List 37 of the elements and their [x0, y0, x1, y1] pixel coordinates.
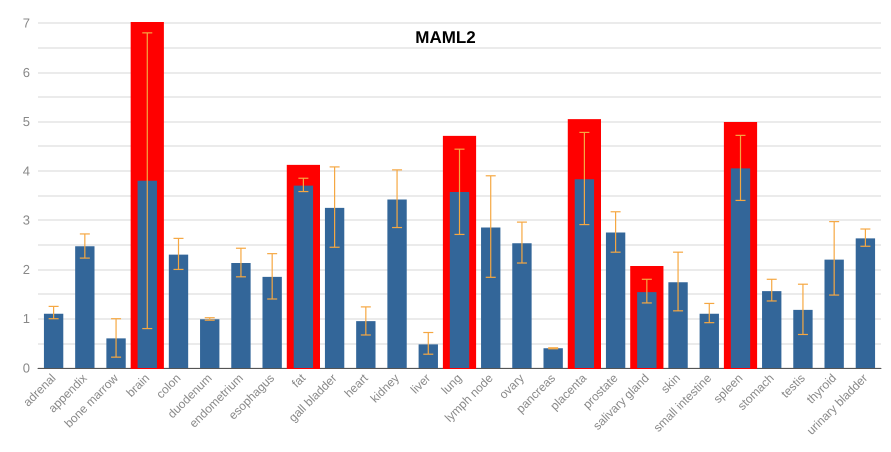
y-tick-label: 0 [22, 360, 30, 376]
y-tick-label: 6 [22, 64, 30, 80]
bar [262, 276, 282, 368]
bar [793, 310, 813, 368]
chart-title: MAML2 [415, 28, 476, 47]
bar [543, 348, 563, 368]
y-tick-label: 4 [22, 163, 30, 178]
bar [668, 282, 688, 368]
bar [44, 314, 64, 368]
bar [138, 180, 157, 368]
bar [824, 260, 844, 368]
bar [700, 314, 719, 368]
y-tick-label: 3 [22, 212, 30, 228]
y-tick-label: 5 [22, 114, 30, 130]
x-tick-label: liver [408, 371, 434, 396]
bar [574, 179, 594, 368]
bar [512, 243, 532, 368]
y-tick-label: 2 [22, 262, 30, 277]
bar [606, 232, 626, 368]
y-tick-label: 1 [22, 311, 30, 326]
bar [75, 246, 95, 368]
bar [637, 292, 657, 368]
bar [450, 192, 470, 368]
bar [387, 199, 407, 368]
bar [418, 344, 438, 368]
bar [481, 228, 500, 368]
x-tick-label: fat [289, 370, 309, 390]
bar [168, 254, 188, 368]
bar [106, 338, 126, 368]
bar [856, 238, 876, 368]
bar [200, 319, 220, 368]
bar [356, 321, 376, 368]
y-tick-label: 7 [22, 16, 30, 30]
bar [324, 208, 344, 368]
x-tick-label: lung [438, 371, 464, 397]
bar [231, 263, 251, 368]
bar [762, 291, 782, 368]
